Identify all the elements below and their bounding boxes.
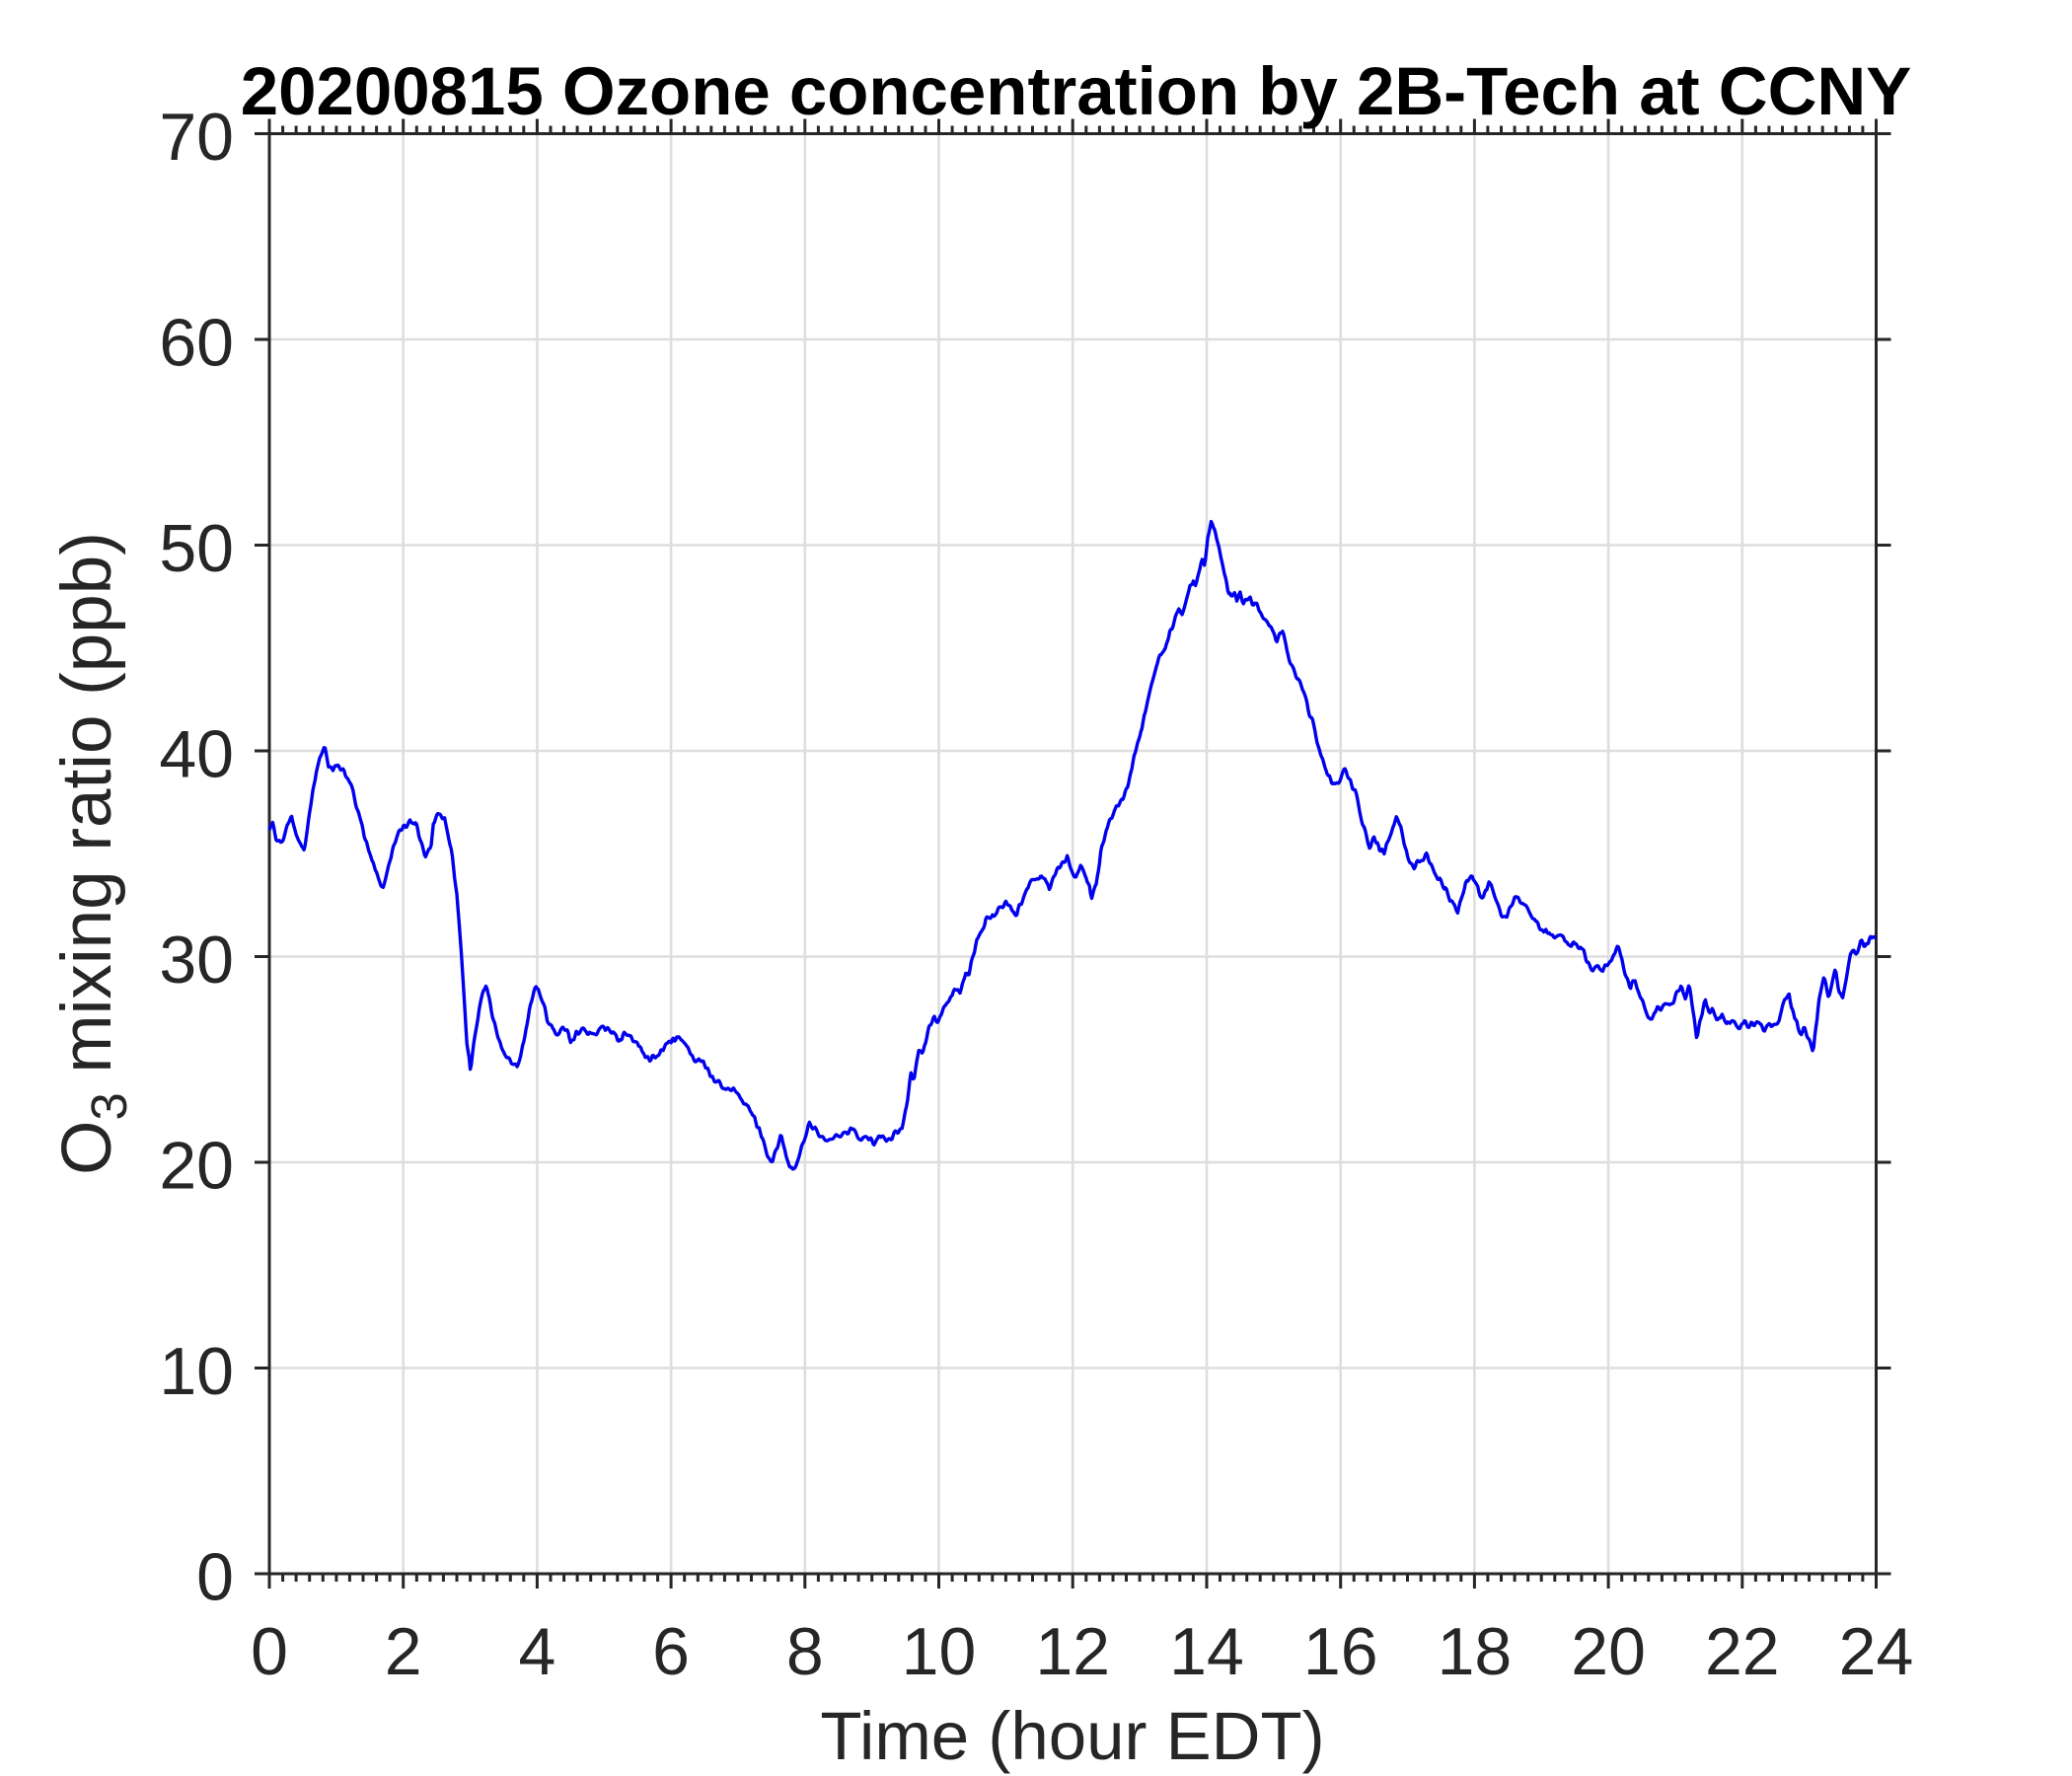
svg-text:4: 4: [518, 1614, 555, 1689]
svg-text:40: 40: [159, 717, 234, 792]
svg-text:10: 10: [902, 1614, 977, 1689]
svg-text:20: 20: [159, 1129, 234, 1204]
svg-text:2: 2: [385, 1614, 422, 1689]
svg-text:24: 24: [1839, 1614, 1914, 1689]
svg-text:O3 mixing ratio (ppb): O3 mixing ratio (ppb): [48, 532, 137, 1175]
svg-text:20: 20: [1571, 1614, 1646, 1689]
svg-text:8: 8: [786, 1614, 824, 1689]
svg-text:Time (hour EDT): Time (hour EDT): [820, 1698, 1324, 1774]
svg-text:18: 18: [1438, 1614, 1513, 1689]
svg-text:50: 50: [159, 511, 234, 586]
svg-text:0: 0: [196, 1540, 234, 1615]
svg-text:0: 0: [251, 1614, 288, 1689]
svg-text:12: 12: [1035, 1614, 1110, 1689]
svg-text:16: 16: [1303, 1614, 1378, 1689]
svg-text:70: 70: [159, 100, 234, 175]
svg-text:14: 14: [1169, 1614, 1244, 1689]
svg-text:10: 10: [159, 1334, 234, 1409]
svg-text:60: 60: [159, 306, 234, 381]
svg-text:20200815 Ozone concentration b: 20200815 Ozone concentration by 2B-Tech …: [241, 53, 1912, 129]
svg-text:22: 22: [1705, 1614, 1780, 1689]
svg-text:30: 30: [159, 923, 234, 998]
svg-text:6: 6: [652, 1614, 690, 1689]
